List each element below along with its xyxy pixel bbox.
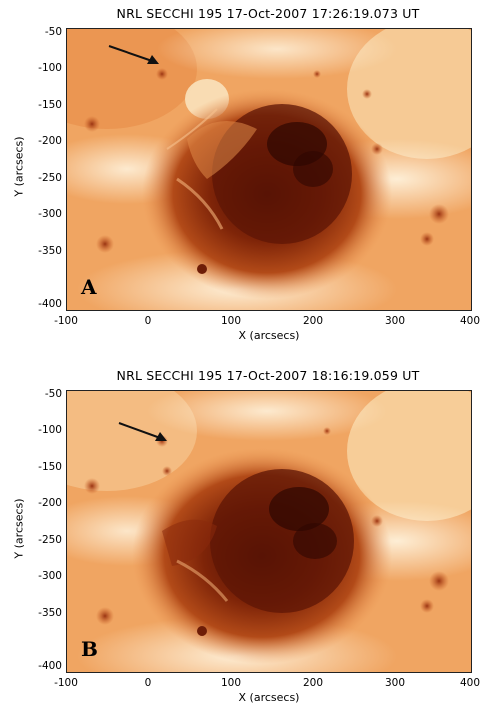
x-tick: 300 [384,677,406,689]
x-tick: 400 [459,677,481,689]
y-tick: -150 [38,99,62,111]
solar-image-panel-b: NRL SECCHI 195 17-Oct-2007 18:16:19.059 … [0,354,481,708]
y-tick: -250 [38,172,62,184]
y-tick: -50 [44,26,62,38]
y-tick: -100 [38,424,62,436]
x-tick: 0 [144,677,152,689]
x-tick: -100 [54,315,78,327]
y-tick: -250 [38,534,62,546]
solar-euv-image: A [66,28,472,311]
panel-letter: B [81,637,98,661]
x-tick: 200 [302,315,324,327]
y-tick: -300 [38,570,62,582]
y-tick: -50 [44,388,62,400]
x-tick: 200 [302,677,324,689]
panel-letter: A [81,275,97,299]
y-tick: -100 [38,62,62,74]
x-tick: 400 [459,315,481,327]
y-tick: -400 [38,298,62,310]
y-tick: -350 [38,245,62,257]
x-tick: 100 [220,315,242,327]
x-tick: 300 [384,315,406,327]
y-tick: -200 [38,135,62,147]
y-tick: -400 [38,660,62,672]
x-tick: -100 [54,677,78,689]
y-tick: -150 [38,461,62,473]
arrow-shaft [108,45,156,63]
y-axis-label: Y (arcsecs) [12,136,26,197]
solar-image-panel-a: NRL SECCHI 195 17-Oct-2007 17:26:19.073 … [12,6,481,342]
y-tick: -200 [38,497,62,509]
y-tick: -350 [38,607,62,619]
x-tick: 100 [220,677,242,689]
panel-title: NRL SECCHI 195 17-Oct-2007 17:26:19.073 … [116,6,420,21]
panel-title: NRL SECCHI 195 17-Oct-2007 18:16:19.059 … [116,368,420,383]
arrow-shaft [118,422,164,440]
sun-image-a [67,29,471,310]
y-axis-label: Y (arcsecs) [12,498,26,559]
arrow-icon [147,55,159,64]
sun-image-b [67,391,471,672]
y-tick: -300 [38,208,62,220]
x-tick: 0 [144,315,152,327]
x-axis-label: X (arcsecs) [238,691,300,704]
solar-euv-image: B [66,390,472,673]
x-axis-label: X (arcsecs) [238,329,300,342]
arrow-icon [155,432,167,441]
